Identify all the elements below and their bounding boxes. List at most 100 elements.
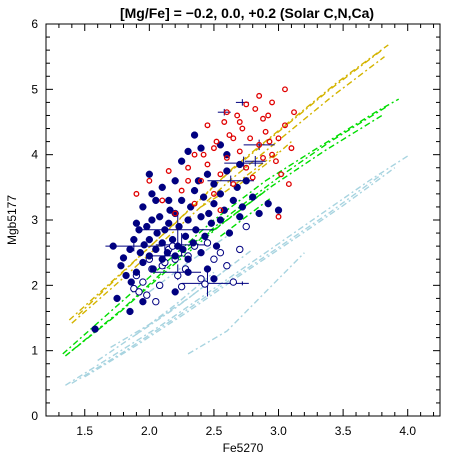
y-tick-label: 1 <box>31 344 38 358</box>
open-red-point <box>213 138 220 145</box>
filled-point <box>223 167 231 175</box>
open-blue-point <box>229 278 238 286</box>
filled-point <box>190 131 199 139</box>
filled-point <box>184 268 192 276</box>
filled-point <box>190 186 199 195</box>
filled-point <box>210 180 218 188</box>
filled-point <box>210 275 218 283</box>
filled-point <box>158 255 166 263</box>
model-line-2-0 <box>65 155 409 386</box>
filled-point <box>158 239 166 247</box>
open-blue-point <box>152 297 160 306</box>
filled-point <box>168 235 177 244</box>
filled-point <box>165 196 173 205</box>
open-blue-point <box>197 275 205 283</box>
filled-point <box>203 265 212 273</box>
filled-point <box>184 147 192 156</box>
filled-point <box>184 255 192 263</box>
filled-point <box>130 235 138 244</box>
filled-point <box>212 242 221 250</box>
y-tick-label: 6 <box>31 17 38 31</box>
filled-point <box>197 213 205 221</box>
open-red-point <box>239 125 246 132</box>
open-red-point <box>200 151 207 158</box>
open-red-point <box>185 164 192 171</box>
filled-point <box>117 262 125 270</box>
filled-point <box>113 294 121 303</box>
open-red-point <box>185 177 192 184</box>
model-line-2-5 <box>135 271 215 335</box>
y-tick-label: 3 <box>31 213 38 227</box>
filled-point <box>158 183 166 191</box>
open-red-point <box>265 112 272 119</box>
filled-point <box>119 254 128 262</box>
filled-point <box>174 242 182 250</box>
filled-point <box>139 258 147 267</box>
open-blue-point <box>139 278 147 286</box>
open-red-point <box>236 119 243 125</box>
filled-point <box>236 213 244 221</box>
filled-point <box>171 288 179 296</box>
y-tick-label: 2 <box>31 278 38 292</box>
x-tick-label: 2.0 <box>141 424 158 438</box>
filled-point <box>122 271 130 280</box>
open-red-point <box>226 132 233 139</box>
open-red-point <box>288 145 295 152</box>
open-red-point <box>266 138 273 145</box>
filled-point <box>171 177 179 185</box>
open-red-point <box>146 177 153 184</box>
open-blue-point <box>155 281 164 290</box>
filled-point <box>210 200 218 208</box>
open-red-point <box>223 154 230 161</box>
filled-point <box>126 307 134 316</box>
open-red-point <box>217 171 224 178</box>
filled-point <box>189 239 197 247</box>
open-blue-point <box>203 239 212 247</box>
model-line-1-1 <box>64 114 383 357</box>
filled-point <box>216 216 225 224</box>
open-red-point <box>275 213 282 220</box>
model-line-1-2 <box>71 105 389 352</box>
filled-point <box>139 203 147 211</box>
y-tick-label: 5 <box>31 82 38 96</box>
filled-point <box>136 249 144 257</box>
filled-point <box>166 206 174 214</box>
filled-point <box>140 241 148 249</box>
open-red-point <box>269 99 276 106</box>
open-red-point <box>178 187 185 194</box>
data-points <box>91 86 297 333</box>
filled-point <box>264 200 272 208</box>
filled-point <box>179 245 187 254</box>
filled-point <box>249 193 257 201</box>
filled-point <box>197 249 205 257</box>
open-blue-point <box>143 291 151 299</box>
filled-point <box>149 265 157 273</box>
filled-point <box>109 242 117 250</box>
x-axis-label: Fe5270 <box>223 441 264 455</box>
filled-point <box>148 216 156 224</box>
open-red-point <box>191 200 198 207</box>
filled-point <box>163 249 172 257</box>
filled-point <box>207 219 216 227</box>
filled-point <box>127 278 135 286</box>
filled-point <box>152 245 160 254</box>
open-red-point <box>204 161 211 168</box>
open-blue-point <box>216 248 225 257</box>
open-red-point <box>243 164 250 171</box>
filled-point <box>143 222 151 231</box>
filled-point <box>135 226 143 234</box>
open-red-point <box>204 122 211 129</box>
filled-point <box>156 213 164 221</box>
filled-point <box>177 196 186 205</box>
filled-point <box>139 298 147 306</box>
open-red-point <box>282 86 288 93</box>
open-red-point <box>223 109 230 116</box>
filled-point <box>145 235 153 244</box>
filled-point <box>145 170 153 178</box>
model-grids <box>62 44 409 386</box>
filled-point <box>177 157 186 165</box>
open-red-point <box>236 148 243 155</box>
open-red-point <box>278 171 285 178</box>
x-tick-label: 2.5 <box>206 424 223 438</box>
open-red-point <box>285 181 292 188</box>
